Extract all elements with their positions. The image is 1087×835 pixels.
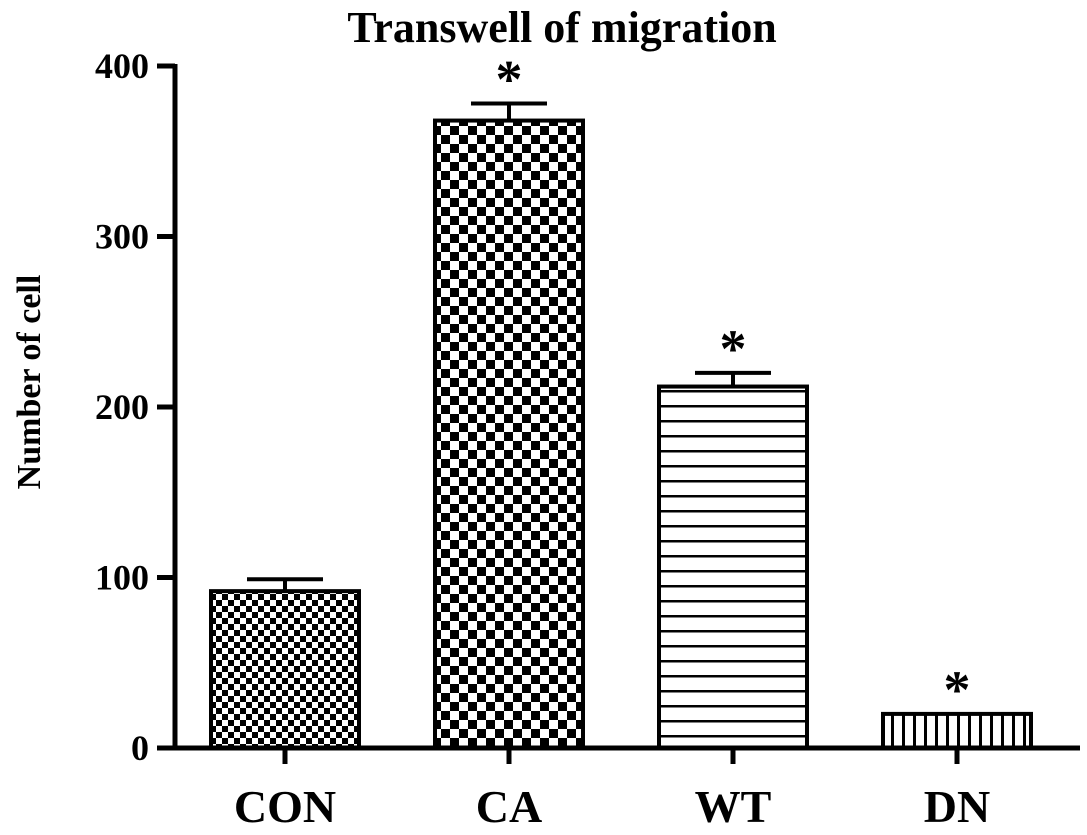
x-axis: CON CA WT DN (175, 745, 1080, 832)
x-tick-label-con: CON (234, 781, 336, 832)
y-axis: 0 100 200 300 400 (95, 46, 178, 768)
x-tick-label-wt: WT (695, 781, 772, 832)
significance-marker: * (720, 319, 747, 379)
bar-ca (433, 118, 585, 750)
x-tick-label-dn: DN (924, 781, 990, 832)
x-tick-label-ca: CA (476, 781, 542, 832)
bar-con (209, 589, 361, 751)
y-tick-label: 300 (95, 217, 149, 257)
y-tick-label: 100 (95, 558, 149, 598)
bar-wt (657, 384, 809, 750)
y-axis-label: Number of cell (11, 275, 48, 490)
chart-title: Transwell of migration (347, 3, 776, 52)
bar-group-ca: * (433, 50, 585, 750)
bar-group-con (209, 577, 361, 751)
y-tick-label: 400 (95, 46, 149, 86)
y-tick-label: 200 (95, 387, 149, 427)
y-tick-label: 0 (131, 728, 149, 768)
bar-group-dn: * (881, 660, 1033, 751)
significance-marker: * (496, 50, 523, 110)
bars: * * * (209, 50, 1033, 751)
bar-group-wt: * (657, 319, 809, 750)
significance-marker: * (944, 660, 971, 720)
